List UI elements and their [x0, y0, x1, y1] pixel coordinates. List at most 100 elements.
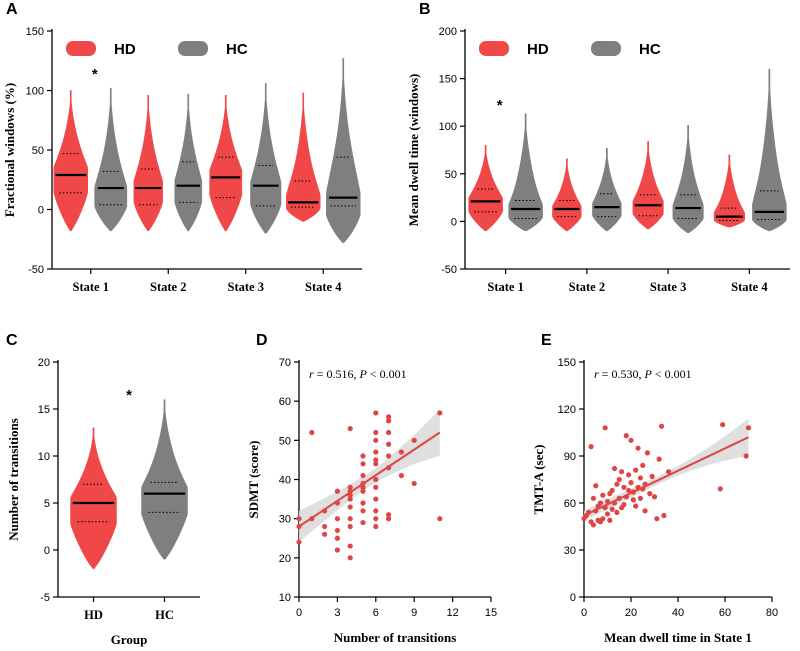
panel-C: C -5 0 5 10 15 20 Number of transitions HD HC * Gro… [6, 332, 200, 647]
data-point [334, 516, 340, 522]
y-tick-label: 0 [38, 205, 44, 217]
data-point [373, 449, 379, 455]
x-tick-label: 40 [672, 607, 684, 619]
x-tick-label: State 1 [487, 280, 523, 294]
data-point [588, 444, 594, 450]
data-point [649, 473, 655, 479]
y-tick-label: 0 [44, 545, 50, 557]
data-point [373, 516, 379, 522]
data-point [373, 410, 379, 416]
data-point [347, 543, 353, 549]
data-point [373, 484, 379, 490]
legend-swatch-HC [178, 41, 208, 56]
data-point [386, 429, 392, 436]
data-point [614, 509, 620, 515]
data-point [600, 492, 606, 498]
data-point [373, 496, 379, 502]
data-point [626, 487, 632, 494]
data-point [386, 453, 392, 459]
data-point [334, 535, 340, 541]
data-point [720, 422, 726, 428]
data-point [347, 516, 353, 522]
y-tick-label: 70 [279, 357, 291, 369]
confidence-band [584, 418, 749, 521]
legend-label-HC: HC [639, 41, 661, 58]
data-point [360, 508, 366, 514]
data-point [604, 511, 611, 517]
y-tick-label: -5 [40, 592, 50, 604]
y-tick-label: 40 [279, 475, 291, 487]
x-tick-label: State 3 [228, 280, 264, 294]
y-tick-label: 120 [558, 404, 576, 416]
stat-symbol: r [309, 367, 314, 381]
regression-line [583, 436, 749, 517]
panel-label: B [419, 1, 431, 18]
stat-value: < 0.001 [367, 367, 407, 381]
violin-HD-2 [209, 95, 243, 232]
x-axis-title: Mean dwell time in State 1 [604, 630, 752, 645]
data-point [590, 495, 597, 501]
x-tick-label: 0 [581, 607, 587, 619]
data-point [647, 491, 653, 497]
data-point [347, 504, 353, 510]
y-tick-label: 200 [439, 26, 457, 38]
data-point [635, 445, 641, 451]
x-tick-label: State 2 [150, 280, 186, 294]
data-point [360, 484, 366, 490]
data-point [621, 501, 627, 508]
panel-B: B -50 0 50 100 150 200 Mean dwell time (windows… [406, 1, 790, 294]
y-tick-label: 15 [38, 404, 50, 416]
data-point [609, 506, 615, 512]
data-point [373, 508, 379, 514]
legend-swatch-HD [479, 41, 509, 56]
data-point [590, 522, 597, 528]
violin-HC-1 [174, 93, 203, 232]
x-axis-title: Group [111, 632, 148, 647]
x-tick-label: 9 [411, 607, 417, 619]
y-axis-title: SDMT (score) [246, 441, 261, 519]
data-point [386, 516, 392, 522]
stat-value: < 0.001 [652, 367, 692, 381]
violin-HD-0 [53, 90, 88, 232]
data-point [347, 523, 353, 530]
panel-label: C [6, 332, 18, 349]
y-tick-label: 10 [38, 451, 50, 463]
data-point [296, 516, 302, 522]
y-tick-label: 0 [451, 216, 457, 228]
data-point [360, 453, 366, 459]
data-point [642, 508, 648, 514]
x-tick-label: State 3 [650, 280, 686, 294]
data-point [373, 461, 379, 467]
significance-star: * [92, 66, 98, 83]
data-point [347, 425, 353, 432]
confidence-band [299, 409, 440, 543]
data-point [386, 512, 392, 518]
data-point [373, 437, 379, 443]
legend-label-HC: HC [226, 41, 248, 58]
data-point [593, 483, 599, 489]
violin-HC-1 [592, 147, 622, 232]
x-tick-label: 15 [485, 607, 497, 619]
data-point [347, 496, 353, 502]
violin-HC-0 [508, 113, 543, 232]
panel-label: D [256, 332, 268, 349]
correlation-annotation: r = 0.530, P < 0.001 [594, 367, 692, 381]
data-point [644, 450, 651, 456]
panel-label: E [541, 332, 552, 349]
y-tick-label: 5 [44, 498, 50, 510]
data-point [386, 414, 392, 420]
data-point [658, 423, 665, 429]
data-point [334, 547, 340, 553]
panel-E: E 0 30 60 90 120 150 TMT-A (sec) 0 20 40 60 80 Mean d… [531, 332, 778, 645]
data-point [607, 517, 613, 523]
data-point [633, 503, 639, 509]
data-point [437, 410, 443, 416]
stat-symbol: r [594, 367, 599, 381]
data-point [373, 476, 379, 483]
y-axis-title: Number of transitions [6, 418, 21, 541]
data-point [661, 512, 667, 519]
violin-HD-3 [286, 92, 321, 222]
stat-symbol: P [358, 367, 367, 381]
data-point [651, 494, 658, 500]
